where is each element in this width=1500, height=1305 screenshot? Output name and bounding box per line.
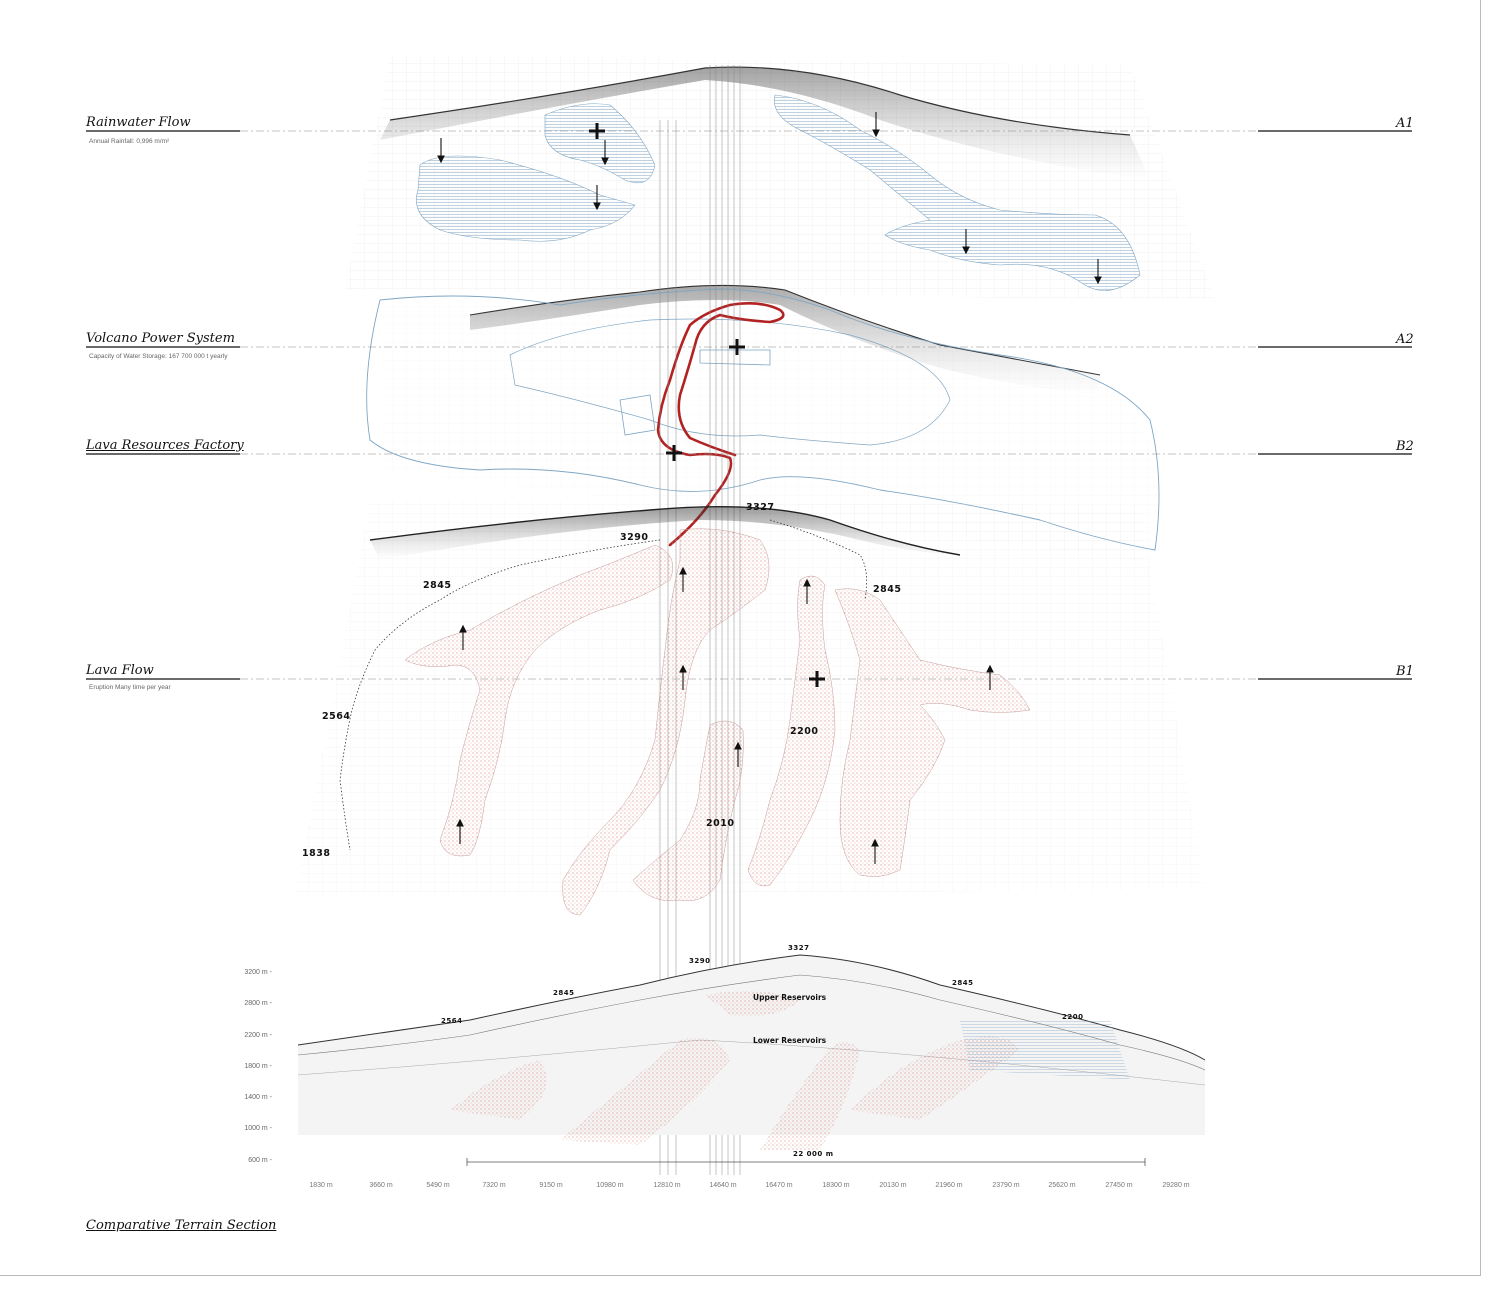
section-x-tick: 9150 m xyxy=(539,1182,563,1189)
lava-flow-layer xyxy=(295,500,1205,916)
section-code-b1: B1 xyxy=(1396,664,1414,679)
elevation-label: 2010 xyxy=(706,818,735,829)
elevation-label: 2200 xyxy=(790,726,819,737)
section-x-tick: 29280 m xyxy=(1162,1182,1190,1189)
elevation-label: 2845 xyxy=(873,584,902,595)
section-y-tick: 1800 m - xyxy=(244,1063,272,1070)
upper-reservoirs-label: Upper Reservoirs xyxy=(753,993,827,1002)
section-x-tick: 7320 m xyxy=(482,1182,506,1189)
power-system-layer xyxy=(366,284,1160,560)
down-arrow-icon xyxy=(437,112,1102,285)
section-code-a1: A1 xyxy=(1396,116,1414,131)
layer-title-rainwater: Rainwater Flow xyxy=(86,115,191,130)
section-y-tick: 1000 m - xyxy=(244,1125,272,1132)
layer-subtitle-power: Capacity of Water Storage: 167 700 000 t… xyxy=(89,353,228,360)
section-x-tick: 16470 m xyxy=(765,1182,793,1189)
section-x-tick: 27450 m xyxy=(1105,1182,1133,1189)
elevation-label: 2845 xyxy=(423,580,452,591)
section-y-tick: 600 m - xyxy=(248,1157,272,1164)
section-x-tick: 18300 m xyxy=(822,1182,850,1189)
layer-title-power: Volcano Power System xyxy=(86,331,235,346)
elevation-label: 3327 xyxy=(746,502,775,513)
rainwater-layer xyxy=(345,55,1215,300)
layer-subtitle-lava: Eruption Many time per year xyxy=(89,684,171,691)
section-x-tick: 5490 m xyxy=(426,1182,450,1189)
layer-title-factory: Lava Resources Factory xyxy=(86,438,244,453)
section-x-tick: 21960 m xyxy=(935,1182,963,1189)
elevation-label: 1838 xyxy=(302,848,331,859)
section-lines xyxy=(86,130,1412,680)
section-y-tick: 2200 m - xyxy=(244,1032,272,1039)
elevation-label: 3290 xyxy=(620,532,649,543)
section-y-tick: 2800 m - xyxy=(244,1000,272,1007)
lower-reservoirs-label: Lower Reservoirs xyxy=(753,1036,827,1045)
section-x-tick: 1830 m xyxy=(309,1182,333,1189)
section-x-tick: 3660 m xyxy=(369,1182,393,1189)
section-y-tick: 1400 m - xyxy=(244,1094,272,1101)
elevation-label: 2564 xyxy=(322,711,351,722)
layer-title-lava: Lava Flow xyxy=(86,663,154,678)
section-x-tick: 20130 m xyxy=(879,1182,907,1189)
sheet-frame xyxy=(0,0,1481,1276)
section-elevation-label: 3327 xyxy=(788,944,810,952)
section-code-a2: A2 xyxy=(1396,332,1414,347)
section-code-b2: B2 xyxy=(1396,439,1414,454)
section-x-tick: 10980 m xyxy=(596,1182,624,1189)
up-arrow-icon xyxy=(456,566,994,864)
section-y-tick: 3200 m - xyxy=(244,969,272,976)
section-elevation-label: 2564 xyxy=(441,1017,463,1025)
section-elevation-label: 2200 xyxy=(1062,1013,1084,1021)
terrain-section-graphic xyxy=(297,954,1206,1166)
section-x-tick: 23790 m xyxy=(992,1182,1020,1189)
section-x-tick: 14640 m xyxy=(709,1182,737,1189)
section-elevation-label: 2845 xyxy=(952,979,974,987)
plus-marker-icon xyxy=(589,123,825,687)
section-x-tick: 25620 m xyxy=(1048,1182,1076,1189)
section-scale-label: 22 000 m xyxy=(793,1150,834,1158)
section-elevation-label: 3290 xyxy=(689,957,711,965)
section-x-tick: 12810 m xyxy=(653,1182,681,1189)
section-elevation-label: 2845 xyxy=(553,989,575,997)
red-route-path xyxy=(656,302,785,547)
layer-subtitle-rainwater: Annual Rainfall: 0,996 m/m² xyxy=(89,138,170,145)
section-title: Comparative Terrain Section xyxy=(86,1218,277,1233)
